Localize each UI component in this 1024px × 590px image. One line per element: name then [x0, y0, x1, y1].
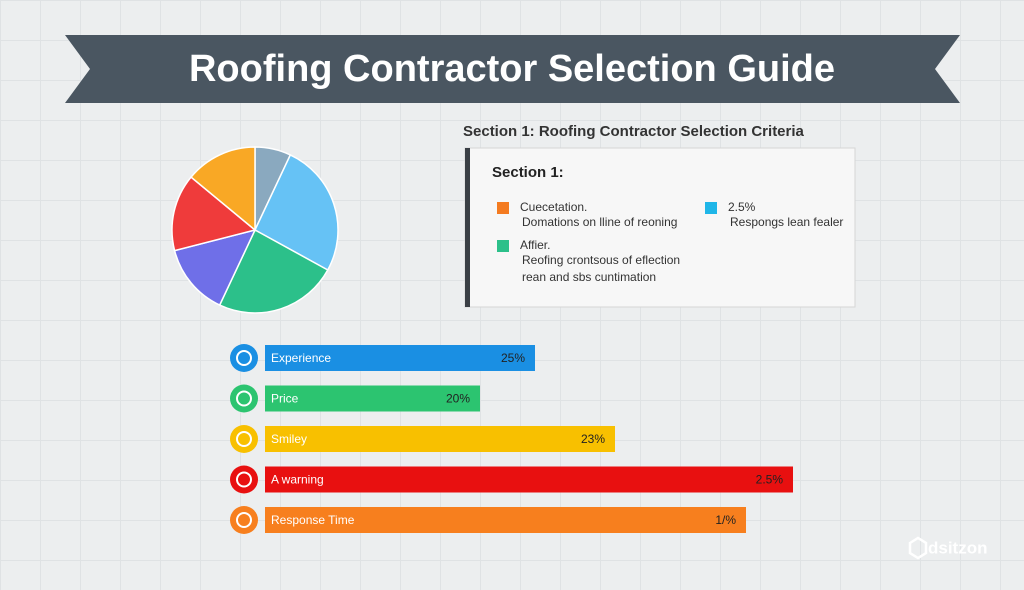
- item-value: 23%: [581, 432, 605, 446]
- watermark: dsitzon: [928, 538, 988, 557]
- criteria-heading: Section 1: Roofing Contractor Selection …: [463, 123, 805, 140]
- legend-swatch: [497, 240, 509, 252]
- legend-swatch: [497, 202, 509, 214]
- item-icon: [230, 344, 258, 372]
- criteria-box-title: Section 1:: [492, 164, 564, 181]
- legend-text: Affier.: [520, 238, 550, 252]
- item-icon-inner: [236, 350, 252, 366]
- legend-swatch: [705, 202, 717, 214]
- item-label: Smiley: [271, 432, 307, 446]
- item-label: Price: [271, 392, 299, 406]
- legend-text: Reofing crontsous of eflection: [522, 253, 680, 267]
- pie-slice: [189, 146, 256, 232]
- item-label: Experience: [271, 351, 331, 365]
- item-bar: [265, 507, 746, 533]
- item-label: A warning: [271, 473, 324, 487]
- item-bar: [265, 466, 793, 493]
- title-banner: [65, 35, 960, 103]
- pie-slice: [173, 228, 257, 307]
- item-bar: [265, 385, 480, 412]
- watermark-icon: [908, 536, 928, 560]
- legend-text: rean and sbs cuntimation: [522, 270, 656, 284]
- item-value: 1/%: [715, 513, 736, 527]
- legend-text: Respongs lean fealer: [730, 215, 843, 229]
- item-icon-inner: [236, 431, 252, 447]
- item-icon-inner: [236, 471, 252, 488]
- pie-slice: [218, 228, 329, 314]
- item-icon-inner: [236, 512, 252, 528]
- item-value: 25%: [501, 351, 525, 365]
- item-value: 2.5%: [756, 473, 784, 487]
- criteria-box-border: [465, 148, 470, 307]
- item-icon: [230, 425, 258, 453]
- item-icon: [230, 506, 258, 534]
- criteria-box: [464, 147, 856, 308]
- item-icon: [230, 384, 258, 413]
- legend-text: Domations on lline of reoning: [522, 215, 677, 229]
- item-bar: [265, 345, 535, 371]
- item-icon-inner: [236, 390, 252, 407]
- item-icon: [230, 465, 258, 494]
- item-label: Response Time: [271, 513, 355, 527]
- pie-slice: [171, 176, 257, 252]
- item-value: 20%: [446, 392, 470, 406]
- item-bar: [265, 426, 615, 452]
- legend-text: 2.5%: [728, 200, 756, 214]
- title: Roofing Contractor Selection Guide: [189, 48, 835, 90]
- legend-text: Cuecetation.: [520, 200, 587, 214]
